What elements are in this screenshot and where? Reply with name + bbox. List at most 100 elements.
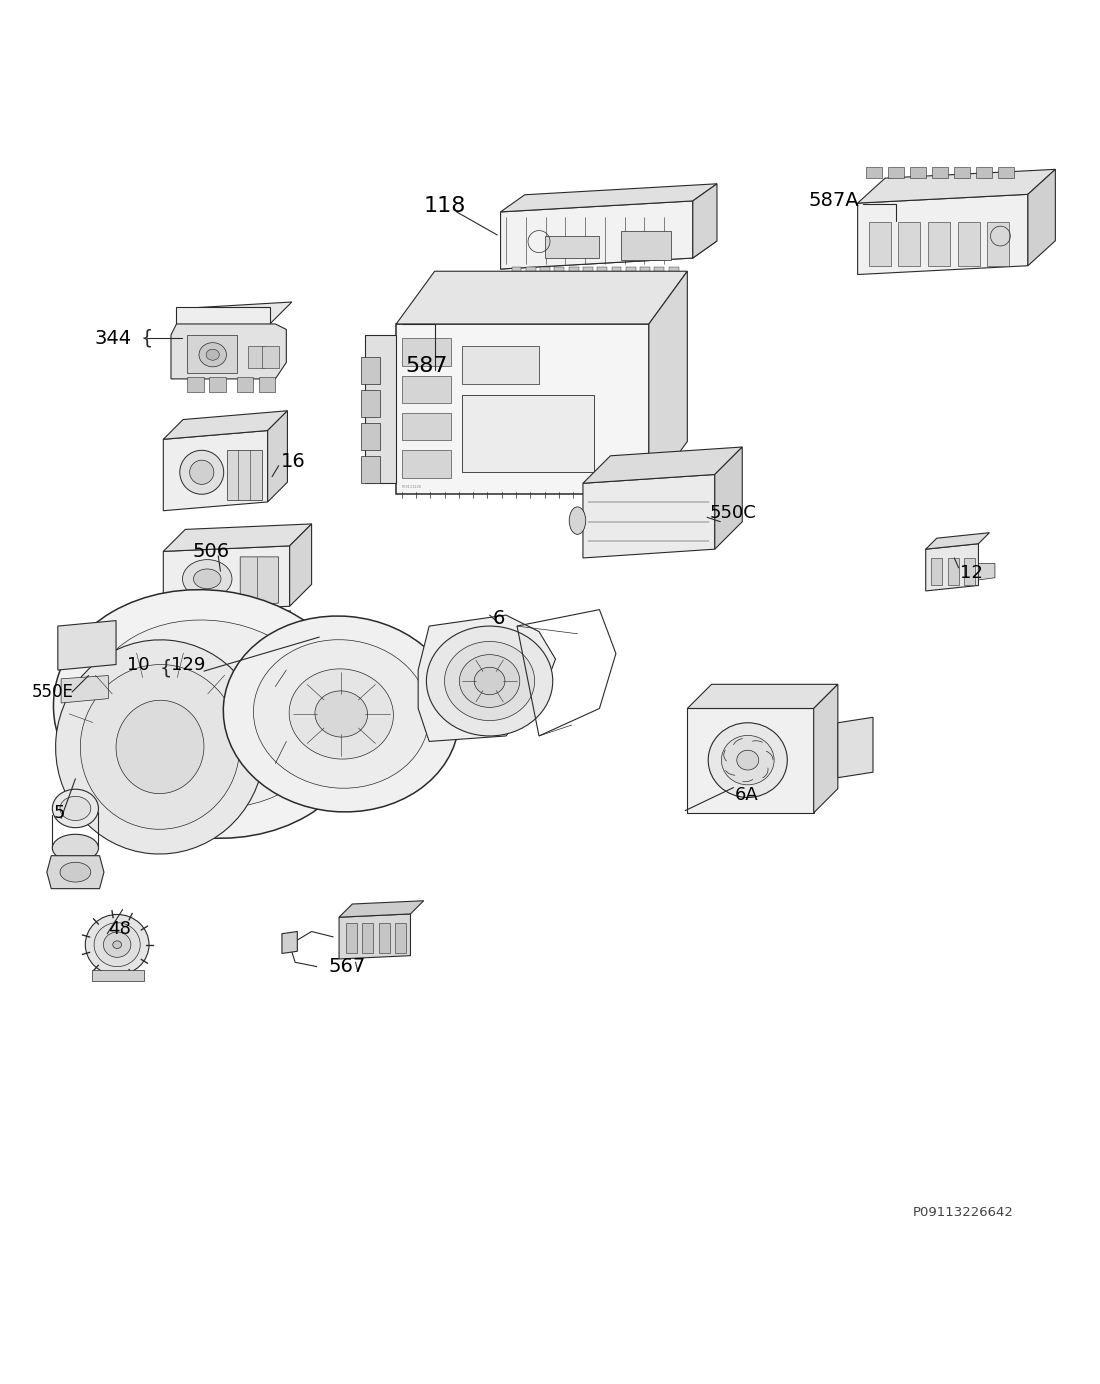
Ellipse shape [315, 691, 367, 738]
Polygon shape [500, 184, 717, 212]
Polygon shape [998, 167, 1013, 179]
Polygon shape [867, 167, 882, 179]
Polygon shape [258, 376, 275, 392]
Text: 118: 118 [424, 197, 466, 216]
Ellipse shape [722, 735, 774, 785]
Ellipse shape [116, 700, 204, 793]
Polygon shape [979, 563, 994, 580]
Text: 550C: 550C [710, 504, 756, 522]
Polygon shape [345, 923, 356, 954]
Polygon shape [361, 455, 379, 483]
Ellipse shape [194, 569, 221, 588]
Polygon shape [899, 221, 921, 266]
Polygon shape [62, 675, 109, 703]
Polygon shape [858, 169, 1055, 203]
Polygon shape [583, 447, 742, 483]
Ellipse shape [53, 835, 99, 862]
Polygon shape [977, 167, 991, 179]
Text: 6: 6 [493, 609, 505, 628]
Polygon shape [187, 376, 204, 392]
Polygon shape [174, 609, 196, 623]
Text: 10: 10 [126, 656, 150, 674]
Polygon shape [289, 525, 311, 606]
Polygon shape [227, 450, 262, 500]
Ellipse shape [89, 620, 330, 808]
Polygon shape [540, 267, 550, 274]
Ellipse shape [708, 722, 788, 797]
Polygon shape [889, 167, 904, 179]
Text: {: { [160, 659, 173, 678]
Polygon shape [240, 556, 278, 606]
Polygon shape [715, 447, 742, 549]
Polygon shape [621, 231, 671, 260]
Text: 506: 506 [192, 543, 230, 561]
Ellipse shape [95, 923, 140, 966]
Polygon shape [362, 923, 373, 954]
Polygon shape [654, 267, 664, 274]
Ellipse shape [179, 450, 223, 494]
Polygon shape [688, 684, 838, 709]
Polygon shape [640, 267, 650, 274]
Polygon shape [526, 267, 536, 274]
Text: {: { [140, 329, 153, 347]
Polygon shape [418, 614, 556, 742]
Polygon shape [926, 544, 979, 591]
Polygon shape [339, 913, 410, 959]
Polygon shape [248, 346, 264, 368]
Polygon shape [911, 167, 926, 179]
Polygon shape [402, 412, 451, 440]
Ellipse shape [199, 343, 227, 367]
Polygon shape [163, 430, 267, 511]
Polygon shape [402, 450, 451, 477]
Polygon shape [462, 346, 539, 385]
Polygon shape [512, 267, 521, 274]
Polygon shape [869, 221, 891, 266]
Polygon shape [955, 167, 970, 179]
Text: 48: 48 [109, 920, 131, 938]
Text: 567: 567 [328, 958, 365, 976]
Ellipse shape [569, 507, 585, 534]
Polygon shape [365, 335, 396, 483]
Polygon shape [267, 609, 289, 623]
Polygon shape [361, 390, 379, 418]
Ellipse shape [206, 349, 219, 360]
Polygon shape [688, 709, 814, 812]
Polygon shape [402, 338, 451, 365]
Polygon shape [395, 923, 406, 954]
Polygon shape [649, 271, 688, 494]
Polygon shape [928, 221, 950, 266]
Ellipse shape [56, 639, 264, 854]
Polygon shape [236, 376, 253, 392]
Ellipse shape [444, 641, 535, 721]
Ellipse shape [460, 655, 520, 707]
Ellipse shape [60, 796, 91, 821]
Polygon shape [583, 475, 715, 558]
Ellipse shape [53, 789, 99, 828]
Polygon shape [958, 221, 980, 266]
Text: 6A: 6A [735, 786, 758, 804]
Polygon shape [240, 609, 262, 623]
Ellipse shape [189, 461, 213, 484]
Polygon shape [554, 267, 564, 274]
Text: 129: 129 [170, 656, 206, 674]
Ellipse shape [737, 750, 759, 770]
Polygon shape [163, 411, 287, 439]
Text: P09113226: P09113226 [402, 484, 421, 489]
Polygon shape [597, 267, 607, 274]
Polygon shape [176, 307, 270, 329]
Polygon shape [500, 241, 717, 268]
Polygon shape [207, 609, 229, 623]
Polygon shape [396, 324, 649, 494]
Ellipse shape [103, 931, 131, 958]
Ellipse shape [474, 667, 505, 695]
Ellipse shape [80, 664, 240, 829]
Polygon shape [933, 167, 948, 179]
Polygon shape [282, 931, 297, 954]
Ellipse shape [86, 915, 148, 974]
Text: P09113226642: P09113226642 [913, 1207, 1013, 1219]
Polygon shape [187, 335, 236, 374]
Polygon shape [612, 267, 621, 274]
Polygon shape [583, 267, 593, 274]
Polygon shape [858, 194, 1027, 274]
Text: 12: 12 [960, 565, 982, 583]
